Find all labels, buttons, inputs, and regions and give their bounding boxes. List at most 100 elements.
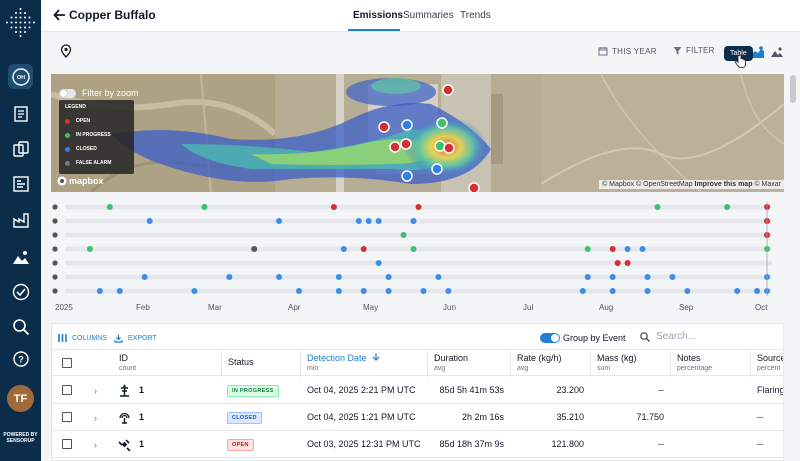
col-label: Mass (kg) [597, 353, 637, 363]
filter-button[interactable]: FILTER [673, 46, 715, 55]
map[interactable]: Filter by zoom LEGEND OPEN IN PROGRESS C… [51, 74, 784, 192]
export-button[interactable]: EXPORT [114, 334, 157, 343]
col-detection-date[interactable]: Detection Date min [307, 353, 380, 372]
sidebar-item-facility[interactable] [8, 207, 33, 232]
marker-open [400, 138, 412, 150]
location-pin-icon[interactable] [60, 44, 72, 58]
col-label: Notes [677, 353, 701, 363]
timeline-event-dot [584, 274, 591, 280]
search-input[interactable]: Search... [656, 331, 697, 342]
col-id[interactable]: ID count [119, 353, 136, 372]
table-row[interactable]: › 1 CLOSED Oct 04, 2025 1:21 PM UTC 2h 2… [52, 404, 783, 431]
timeline-event-dot [734, 288, 741, 294]
row-checkbox[interactable] [62, 385, 72, 395]
powered-by: POWERED BY SENSORUP [3, 432, 38, 444]
column-divider[interactable] [300, 350, 301, 377]
col-duration[interactable]: Duration avg [434, 353, 468, 372]
table-row[interactable]: › 1 OPEN Oct 03, 2025 12:31 PM UTC 85d 1… [52, 431, 783, 458]
table-search[interactable]: Search... [640, 331, 696, 342]
legend-title: LEGEND [65, 104, 86, 110]
col-rate[interactable]: Rate (kg/h) avg [517, 353, 562, 372]
col-source[interactable]: Source percent [757, 353, 783, 372]
expand-chevron-icon[interactable]: › [94, 413, 97, 423]
toggle-switch[interactable] [59, 88, 76, 98]
detection-timeline[interactable]: 2025 Feb Mar Apr May Jun Jul Aug Sep Oct [51, 200, 784, 317]
expand-chevron-icon[interactable]: › [94, 386, 97, 396]
filter-icon [673, 47, 682, 55]
timeline-event-dot [106, 204, 113, 210]
row-checkbox[interactable] [62, 439, 72, 449]
sidebar-item-dashboard[interactable] [8, 171, 33, 196]
flare-icon [52, 218, 58, 224]
check-circle-icon [12, 283, 29, 300]
sidebar-item-help[interactable]: ? [8, 346, 33, 371]
group-by-event-toggle[interactable] [540, 333, 560, 343]
row-rate: 121.800 [551, 439, 584, 449]
marker-open [378, 121, 390, 133]
row-checkbox[interactable] [62, 412, 72, 422]
timeline-track [65, 218, 772, 224]
timeline-event-dot [420, 288, 427, 294]
tab-emissions[interactable]: Emissions [353, 10, 404, 21]
select-all-checkbox[interactable] [62, 358, 72, 368]
col-label: Status [228, 357, 254, 367]
sidebar-item-documents[interactable] [8, 101, 33, 126]
tab-trends[interactable]: Trends [460, 10, 491, 21]
timeline-event-dot [201, 204, 208, 210]
expand-chevron-icon[interactable]: › [94, 440, 97, 450]
map-chart-view-icon[interactable] [751, 45, 765, 59]
filter-by-zoom-toggle[interactable]: Filter by zoom [59, 88, 139, 98]
column-divider[interactable] [221, 350, 222, 377]
timeline-event-dot [375, 260, 382, 266]
col-status[interactable]: Status [228, 357, 254, 367]
mapbox-logo[interactable]: mapbox [57, 176, 104, 186]
sidebar-item-checks[interactable] [8, 279, 33, 304]
sidebar-item-terrain[interactable] [8, 245, 33, 270]
timeline-event-dot [400, 232, 407, 238]
column-divider[interactable] [750, 350, 751, 377]
dashboard-icon [12, 175, 29, 192]
mapbox-label: mapbox [69, 176, 104, 186]
map-legend-panel: Filter by zoom LEGEND OPEN IN PROGRESS C… [59, 88, 139, 174]
sidebar-item-cards[interactable] [8, 136, 33, 161]
timeline-track [65, 260, 772, 266]
timeline-event-dot [415, 204, 422, 210]
svg-text:OH: OH [16, 75, 24, 81]
row-source: -- [757, 412, 763, 422]
column-divider[interactable] [590, 350, 591, 377]
terrain-view-icon[interactable] [770, 45, 784, 59]
timeline-track [65, 288, 772, 294]
avatar[interactable]: TF [7, 385, 34, 412]
timeline-event-dot [365, 218, 372, 224]
col-notes[interactable]: Notes percentage [677, 353, 712, 372]
column-divider[interactable] [427, 350, 428, 377]
date-range-button[interactable]: THIS YEAR [598, 46, 657, 56]
sort-down-icon[interactable] [372, 353, 380, 361]
scrollbar[interactable] [790, 75, 796, 103]
attribution-maxar: © Maxar [754, 181, 781, 188]
month-label: May [363, 303, 379, 312]
tab-summaries[interactable]: Summaries [403, 10, 454, 21]
sidebar-item-oh[interactable]: OH [8, 64, 33, 89]
col-sub: min [307, 365, 319, 372]
col-sub: sum [597, 365, 611, 372]
emission-heatmap [111, 78, 491, 184]
calendar-icon [598, 47, 608, 56]
column-divider[interactable] [670, 350, 671, 377]
row-date: Oct 03, 2025 12:31 PM UTC [307, 439, 421, 449]
col-mass[interactable]: Mass (kg) sum [597, 353, 637, 372]
sidebar-item-search[interactable] [8, 314, 33, 339]
columns-icon [58, 334, 67, 342]
sensorup-logo-icon[interactable] [4, 6, 37, 39]
column-divider[interactable] [510, 350, 511, 377]
table-toolbar: COLUMNS EXPORT Group by Event Search... [52, 324, 783, 349]
table-row[interactable]: › 1 IN PROGRESS Oct 04, 2025 2:21 PM UTC… [52, 377, 783, 404]
filter-by-zoom-label: Filter by zoom [82, 88, 139, 98]
export-icon [114, 334, 123, 343]
toolbar: THIS YEAR FILTER Table [41, 32, 800, 72]
filter-label: FILTER [686, 46, 715, 55]
status-badge: IN PROGRESS [227, 385, 279, 397]
back-arrow-icon[interactable] [53, 7, 67, 23]
improve-map-link[interactable]: Improve this map [694, 181, 753, 188]
columns-button[interactable]: COLUMNS [58, 334, 107, 342]
